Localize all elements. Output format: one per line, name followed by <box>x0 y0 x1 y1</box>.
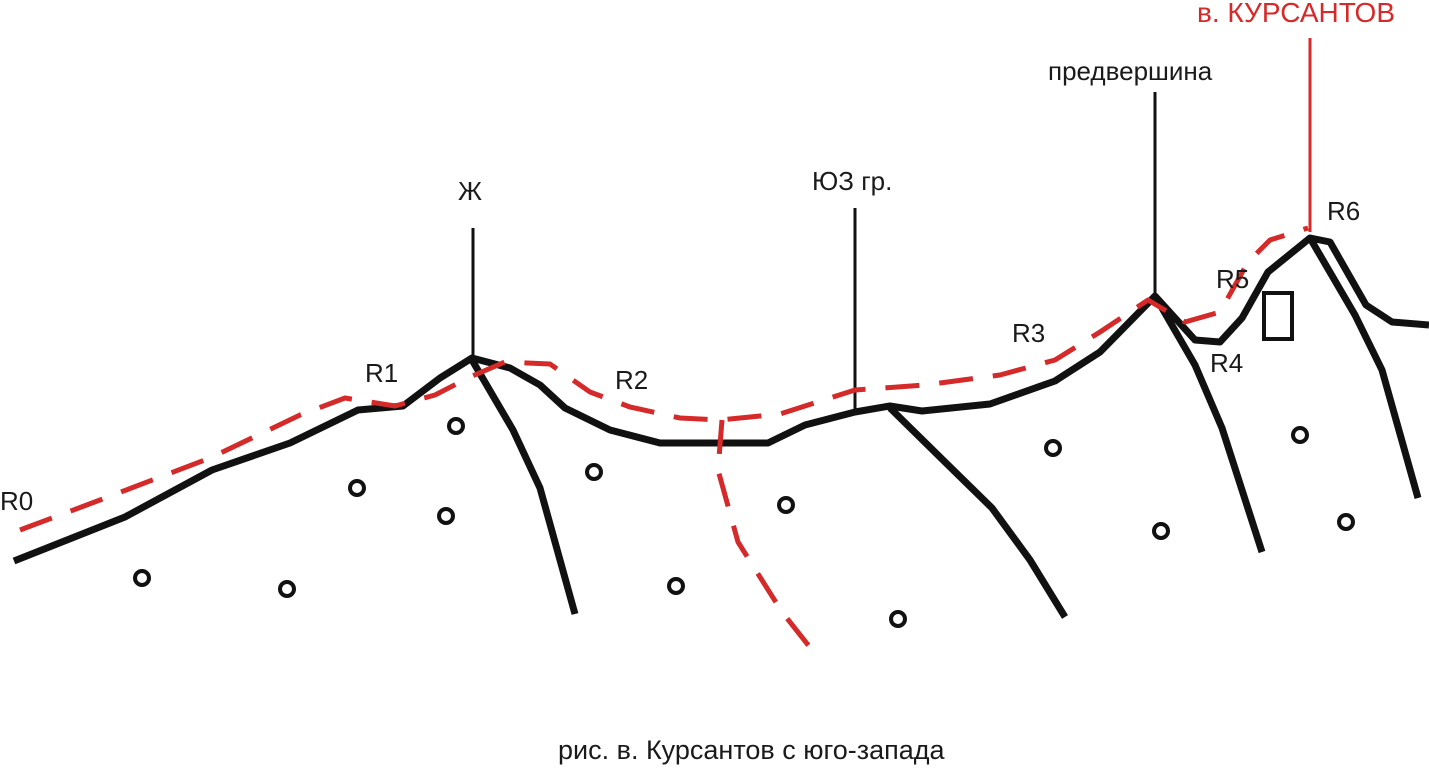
rock-marker <box>133 569 151 587</box>
route-point-r5: R5 <box>1216 264 1249 294</box>
rock-marker <box>1152 522 1170 540</box>
bivouac-marker <box>1262 291 1294 341</box>
route-point-r1: R1 <box>365 358 398 388</box>
rock-marker <box>889 610 907 628</box>
rock-markers <box>133 417 1355 628</box>
summit-spur <box>1306 236 1422 499</box>
rock-marker <box>1337 513 1355 531</box>
figure-caption: рис. в. Курсантов с юго-запада <box>558 735 946 765</box>
rock-marker <box>437 507 455 525</box>
descent-route <box>715 419 822 662</box>
rock-marker <box>278 580 296 598</box>
rock-marker <box>1044 439 1062 457</box>
rock-marker <box>667 577 685 595</box>
route-point-r4: R4 <box>1210 348 1243 378</box>
route-point-r2: R2 <box>615 365 648 395</box>
sw-ridge-spur <box>887 405 1068 619</box>
rock-marker <box>447 417 465 435</box>
gendarme-label: Ж <box>458 176 482 206</box>
summit-label: в. КУРСАНТОВ <box>1197 0 1395 28</box>
rock-marker <box>1291 426 1309 444</box>
pre-summit-label: предвершина <box>1048 56 1213 86</box>
route-point-r6: R6 <box>1327 196 1360 226</box>
gendarme-spur <box>468 358 579 615</box>
rock-marker <box>585 463 603 481</box>
route-point-r3: R3 <box>1012 318 1045 348</box>
pre-summit-spur <box>1151 294 1266 554</box>
rock-marker <box>348 479 366 497</box>
sw-ridge-label: ЮЗ гр. <box>812 166 892 196</box>
route-point-r0: R0 <box>0 486 33 516</box>
rock-marker <box>777 496 795 514</box>
climbing-route <box>19 225 1309 533</box>
